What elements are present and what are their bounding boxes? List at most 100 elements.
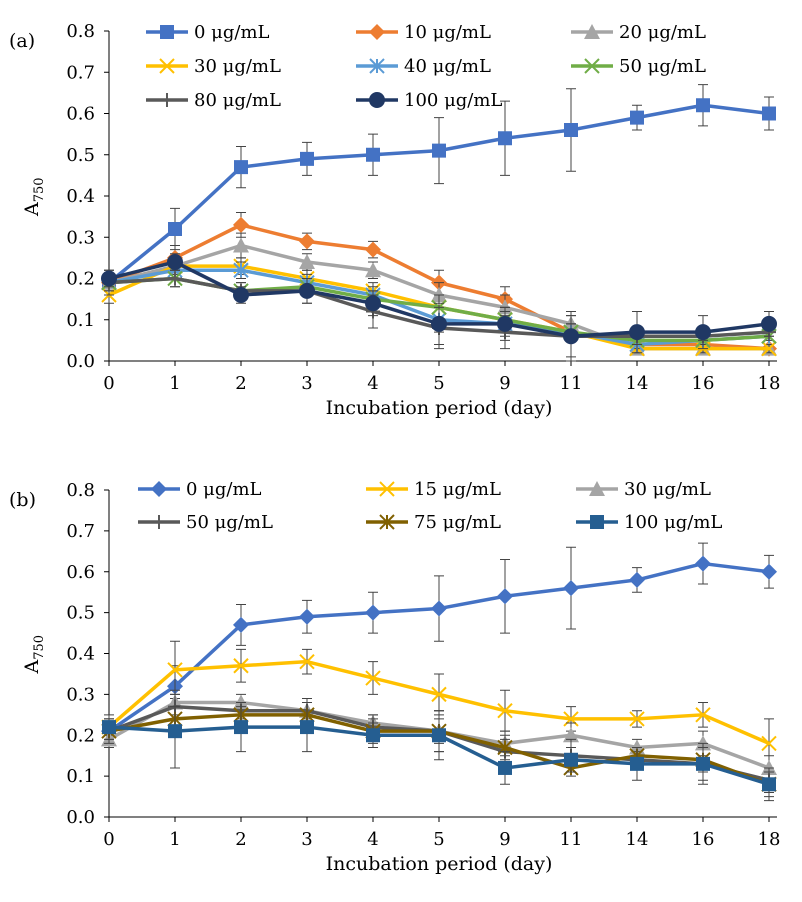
y-tick-label: 0.5: [66, 603, 95, 624]
legend-entry: 15 μg/mL: [414, 479, 501, 500]
x-tick-label: 18: [758, 829, 781, 850]
data-point: [761, 340, 777, 357]
legend-marker: [584, 58, 600, 74]
data-point: [365, 262, 381, 278]
x-tick-label: 16: [692, 829, 715, 850]
data-point: [695, 324, 711, 341]
data-point: [233, 262, 249, 278]
y-tick-label: 0.2: [66, 725, 95, 746]
data-point: [233, 216, 249, 233]
y-tick-label: 0.4: [66, 644, 95, 665]
x-tick-label: 9: [499, 373, 510, 394]
x-axis-label: Incubation period (day): [326, 397, 553, 419]
y-axis-label-subscript: 750: [32, 635, 47, 660]
legend-marker: [369, 58, 385, 74]
x-tick-label: 3: [301, 829, 312, 850]
y-tick-label: 0.0: [66, 351, 95, 372]
data-point: [695, 555, 711, 572]
data-point: [629, 324, 645, 341]
data-point: [696, 756, 710, 771]
data-point: [498, 131, 512, 146]
x-tick-label: 11: [560, 373, 583, 394]
x-axis-label: Incubation period (day): [326, 853, 553, 875]
x-tick-label: 4: [367, 373, 378, 394]
data-point: [233, 237, 249, 253]
data-point: [563, 328, 579, 345]
legend-marker: [379, 514, 395, 530]
panel-label: (a): [9, 30, 35, 52]
data-point: [431, 686, 447, 703]
legend-entry: 10 μg/mL: [404, 22, 491, 43]
data-point: [761, 735, 777, 752]
series-8: [101, 253, 777, 358]
y-tick-label: 0.1: [66, 310, 95, 331]
x-tick-label: 16: [692, 373, 715, 394]
x-tick-label: 3: [301, 373, 312, 394]
data-point: [167, 662, 183, 678]
data-point: [695, 707, 711, 723]
legend-marker: [160, 93, 174, 107]
y-tick-label: 0.3: [66, 684, 95, 705]
y-tick-label: 0.7: [66, 521, 95, 542]
y-axis-label-main: A: [21, 660, 43, 675]
x-tick-label: 18: [758, 373, 781, 394]
data-point: [366, 147, 380, 162]
legend-entry: 75 μg/mL: [414, 512, 501, 533]
y-tick-label: 0.1: [66, 766, 95, 787]
legend-marker: [590, 515, 604, 529]
data-point: [497, 315, 513, 332]
legend-entry: 0 μg/mL: [194, 22, 270, 43]
legend: 0 μg/mL 15 μg/mL 30 μg/mL 50 μg/mL 75 μg/mL 1…: [138, 479, 722, 533]
legend-marker: [379, 481, 395, 497]
data-point: [233, 616, 249, 633]
y-tick-label: 0.8: [66, 480, 95, 501]
y-tick-label: 0.3: [66, 227, 95, 248]
legend-entry: 50 μg/mL: [619, 56, 706, 77]
legend-entry: 30 μg/mL: [624, 479, 711, 500]
y-tick-label: 0.8: [66, 21, 95, 42]
series-6: [102, 693, 776, 802]
legend-marker: [151, 481, 167, 497]
y-axis-label-main: A: [21, 202, 43, 217]
legend-marker: [369, 92, 385, 108]
y-tick-label: 0.7: [66, 62, 95, 83]
data-point: [630, 756, 644, 771]
data-point: [563, 580, 579, 597]
legend-marker: [589, 481, 605, 496]
data-point: [497, 703, 513, 719]
legend-marker: [152, 515, 166, 529]
legend-marker: [159, 58, 175, 74]
chart-panel-b: (b) 0.0 0.1 0.2 0.3 0.4 0.5 0.6 0.7 0.8 0 1 2 3 4 5 9 11 1…: [9, 479, 781, 875]
data-point: [366, 728, 380, 743]
data-point: [168, 271, 182, 286]
x-tick-label: 14: [626, 829, 649, 850]
data-point: [432, 728, 446, 743]
x-tick-label: 2: [235, 373, 246, 394]
data-point: [365, 604, 381, 621]
data-point: [300, 720, 314, 735]
data-point: [299, 653, 315, 670]
y-tick-label: 0.2: [66, 269, 95, 290]
data-point: [431, 315, 447, 332]
x-tick-label: 4: [367, 829, 378, 850]
data-point: [233, 694, 249, 710]
legend-entry: 20 μg/mL: [619, 22, 706, 43]
legend-entry: 80 μg/mL: [194, 90, 281, 111]
y-axis-label: A750: [21, 635, 47, 675]
data-point: [168, 222, 182, 236]
data-point: [299, 608, 315, 625]
data-point: [299, 254, 315, 269]
x-tick-label: 9: [499, 829, 510, 850]
y-tick-label: 0.4: [66, 186, 95, 207]
x-tick-label: 1: [169, 829, 180, 850]
data-point: [234, 720, 248, 735]
data-point: [299, 233, 315, 250]
data-point: [101, 270, 117, 287]
legend-entry: 30 μg/mL: [194, 56, 281, 77]
data-point: [564, 752, 578, 767]
data-point: [762, 106, 776, 121]
x-tick-label: 0: [103, 373, 114, 394]
data-point: [365, 670, 381, 686]
legend-entry: 50 μg/mL: [186, 512, 273, 533]
x-tick-label: 5: [433, 829, 444, 850]
